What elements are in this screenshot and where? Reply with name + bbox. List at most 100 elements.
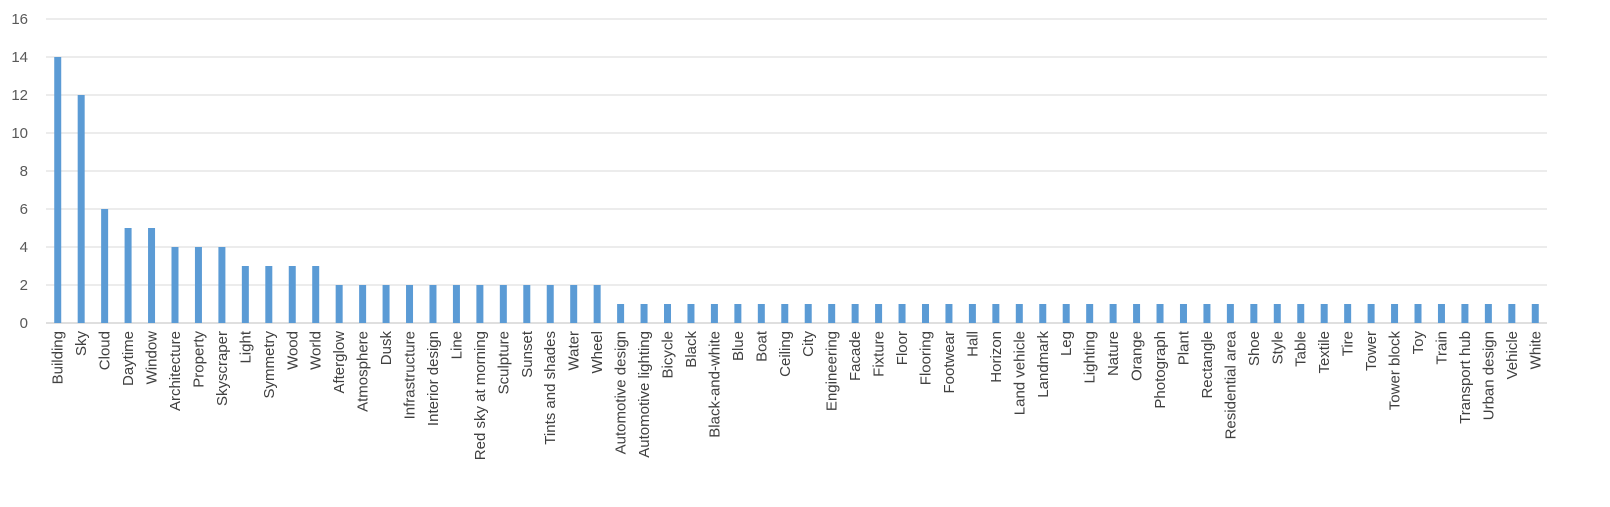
y-tick-label: 2	[20, 277, 28, 294]
category-label: Wheel	[589, 331, 606, 374]
bar	[945, 304, 953, 323]
category-label: Dusk	[378, 331, 395, 366]
bar	[1391, 304, 1399, 323]
bar	[1086, 304, 1094, 323]
bar	[1461, 304, 1469, 323]
category-label: Skyscraper	[214, 331, 231, 406]
y-tick-label: 12	[11, 87, 28, 104]
category-label: Red sky at morning	[472, 331, 489, 460]
bar	[734, 304, 742, 323]
category-label: Wood	[284, 331, 301, 370]
bar	[124, 228, 132, 323]
category-label: Fixture	[871, 331, 888, 377]
category-label: Floor	[894, 331, 911, 365]
category-label: Shoe	[1246, 331, 1263, 366]
bar	[523, 285, 531, 323]
bar	[710, 304, 718, 323]
category-label: Architecture	[167, 331, 184, 411]
bar	[851, 304, 859, 323]
category-label: Textile	[1316, 331, 1333, 374]
category-label: Tower block	[1387, 331, 1404, 411]
category-label: Sculpture	[495, 331, 512, 394]
bar	[898, 304, 906, 323]
category-label: Urban design	[1480, 331, 1497, 420]
category-label: Photograph	[1152, 331, 1169, 409]
category-label: Rectangle	[1199, 331, 1216, 399]
bar	[1156, 304, 1164, 323]
category-label: Land vehicle	[1011, 331, 1028, 415]
bar	[921, 304, 929, 323]
category-label: White	[1527, 331, 1544, 369]
y-tick-label: 6	[20, 201, 28, 218]
bar	[406, 285, 414, 323]
category-label: Train	[1433, 331, 1450, 365]
bar	[1531, 304, 1539, 323]
category-label: Transport hub	[1457, 331, 1474, 424]
bar	[1226, 304, 1234, 323]
bar	[1109, 304, 1117, 323]
category-label: Style	[1269, 331, 1286, 364]
category-label: Black-and-white	[706, 331, 723, 438]
y-axis-ticks: 0 2 4 6 8 10 12 14 16	[11, 11, 28, 332]
bar	[781, 304, 789, 323]
bar	[875, 304, 883, 323]
category-label: Daytime	[120, 331, 137, 386]
bar	[687, 304, 695, 323]
category-label: Tire	[1340, 331, 1357, 356]
bar	[992, 304, 1000, 323]
bar	[77, 95, 85, 323]
category-label: Horizon	[988, 331, 1005, 383]
category-label: Tower	[1363, 331, 1380, 371]
bar	[804, 304, 812, 323]
bar	[546, 285, 554, 323]
bar	[1273, 304, 1281, 323]
category-label: Blue	[730, 331, 747, 361]
category-label: Nature	[1105, 331, 1122, 376]
category-label: Facade	[847, 331, 864, 381]
bar	[1179, 304, 1187, 323]
bar	[1039, 304, 1047, 323]
bar	[1508, 304, 1516, 323]
category-label: Boat	[753, 330, 770, 362]
bar	[1203, 304, 1211, 323]
bar	[194, 247, 202, 323]
bar	[241, 266, 249, 323]
category-label: Automotive design	[613, 331, 630, 454]
category-label: Flooring	[917, 331, 934, 385]
bar	[452, 285, 460, 323]
bar	[54, 57, 62, 323]
category-label: Hall	[964, 331, 981, 357]
bar	[1297, 304, 1305, 323]
category-label: Vehicle	[1504, 331, 1521, 379]
category-label: Afterglow	[331, 331, 348, 394]
bar	[1250, 304, 1258, 323]
category-label: Sky	[73, 331, 90, 357]
category-label: Cloud	[97, 331, 114, 370]
category-label: Residential area	[1222, 330, 1239, 439]
category-label: Footwear	[941, 331, 958, 394]
category-label: Line	[448, 331, 465, 359]
category-label: City	[800, 331, 817, 357]
bar	[968, 304, 976, 323]
category-label: Table	[1293, 331, 1310, 367]
bar	[1133, 304, 1141, 323]
bar	[359, 285, 367, 323]
category-label: Symmetry	[261, 331, 278, 399]
bar	[382, 285, 390, 323]
grid	[46, 18, 1547, 324]
bar	[429, 285, 437, 323]
bar	[265, 266, 273, 323]
bar	[148, 228, 156, 323]
bar	[335, 285, 343, 323]
bar	[499, 285, 507, 323]
category-label: Bicycle	[660, 331, 677, 379]
category-label: Interior design	[425, 331, 442, 426]
y-tick-label: 4	[20, 239, 28, 256]
category-label: Light	[237, 330, 254, 363]
category-label: Property	[190, 331, 207, 388]
bar	[218, 247, 226, 323]
category-label: Black	[683, 331, 700, 368]
bar	[312, 266, 320, 323]
bar	[593, 285, 601, 323]
